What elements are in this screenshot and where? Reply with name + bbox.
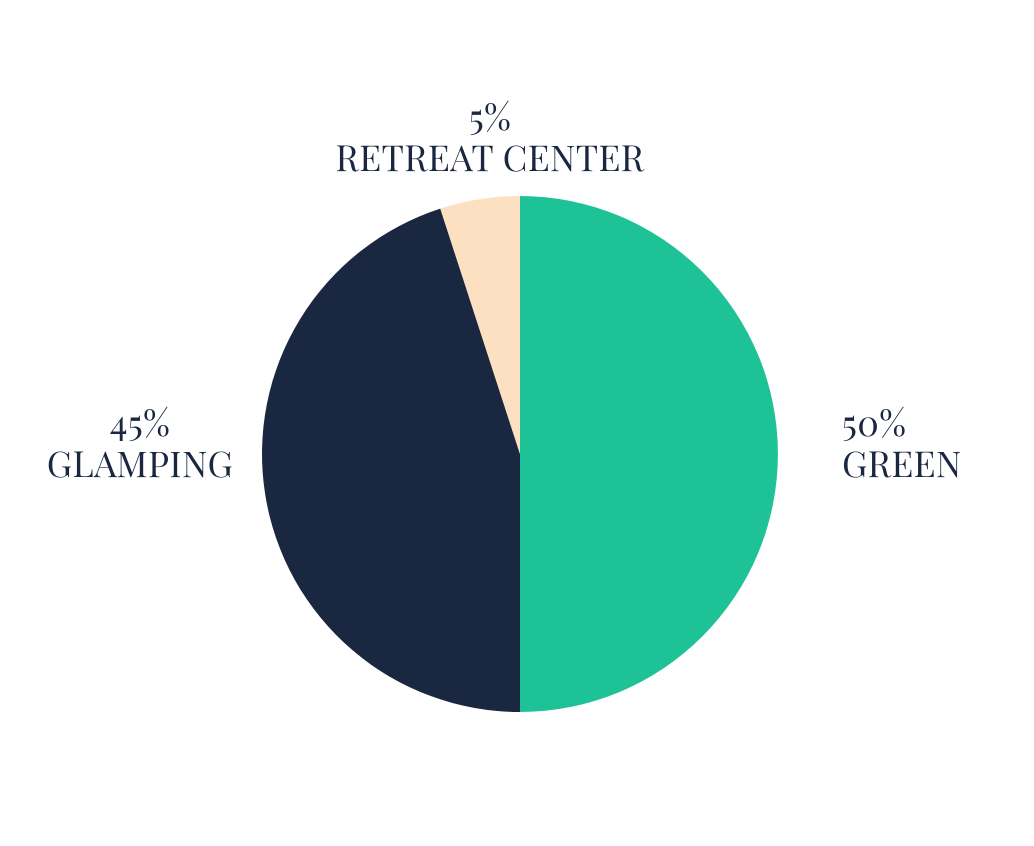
pie-slice-green (520, 196, 778, 712)
slice-name-retreat: RETREAT CENTER (300, 137, 680, 178)
slice-name-green: GREEN (842, 443, 962, 484)
slice-name-glamping: GLAMPING (40, 443, 240, 484)
slice-label-green: 50% GREEN (842, 402, 962, 485)
slice-percent-green: 50% (842, 402, 962, 443)
slice-label-retreat: 5% RETREAT CENTER (300, 96, 680, 179)
pie-chart-container: 50% GREEN 45% GLAMPING 5% RETREAT CENTER (0, 0, 1034, 841)
slice-label-glamping: 45% GLAMPING (40, 402, 240, 485)
slice-percent-retreat: 5% (300, 96, 680, 137)
slice-percent-glamping: 45% (40, 402, 240, 443)
